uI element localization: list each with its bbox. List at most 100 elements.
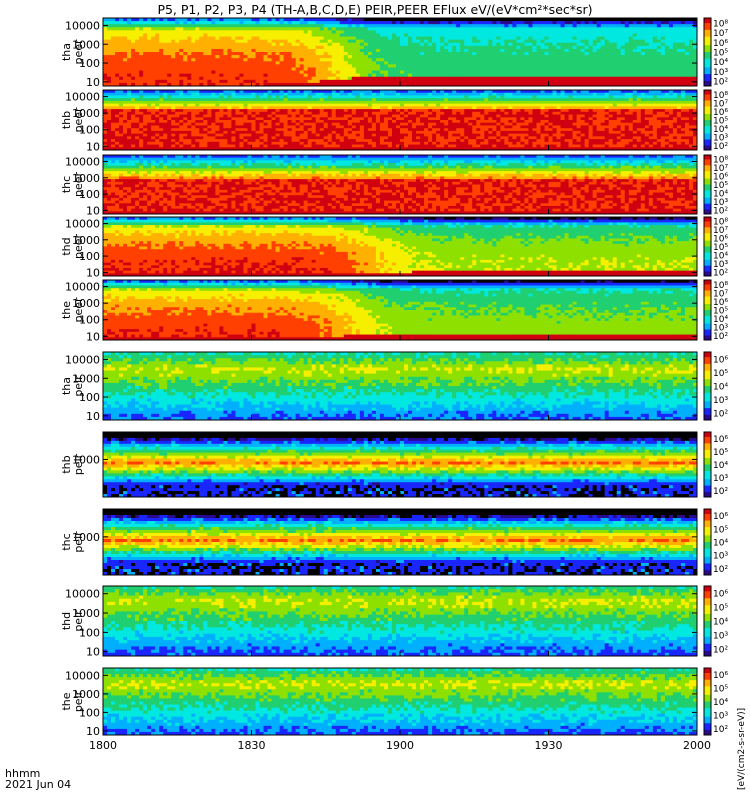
heatmap-cell bbox=[613, 77, 617, 80]
heatmap-cell bbox=[115, 98, 119, 101]
heatmap-cell bbox=[155, 64, 159, 67]
heatmap-cell bbox=[316, 123, 320, 126]
heatmap-cell bbox=[312, 71, 316, 74]
heatmap-cell bbox=[412, 27, 416, 30]
heatmap-cell bbox=[195, 77, 199, 80]
heatmap-cell bbox=[557, 67, 561, 70]
heatmap-cell bbox=[508, 64, 512, 67]
heatmap-cell bbox=[320, 117, 324, 120]
heatmap-cell bbox=[115, 21, 119, 24]
heatmap-cell bbox=[155, 80, 159, 83]
heatmap-cell bbox=[376, 136, 380, 139]
heatmap-cell bbox=[376, 71, 380, 74]
heatmap-cell bbox=[340, 120, 344, 123]
heatmap-cell bbox=[239, 77, 243, 80]
heatmap-cell bbox=[376, 52, 380, 55]
heatmap-cell bbox=[549, 33, 553, 36]
heatmap-cell bbox=[340, 67, 344, 70]
heatmap-cell bbox=[557, 58, 561, 61]
heatmap-cell bbox=[412, 21, 416, 24]
heatmap-cell bbox=[625, 40, 629, 43]
heatmap-cell bbox=[549, 77, 553, 80]
heatmap-cell bbox=[412, 61, 416, 64]
heatmap-cell bbox=[107, 93, 111, 96]
heatmap-cell bbox=[320, 18, 324, 21]
heatmap-cell bbox=[524, 30, 528, 33]
heatmap-cell bbox=[448, 77, 452, 80]
heatmap-cell bbox=[316, 125, 320, 128]
heatmap-cell bbox=[416, 30, 420, 33]
heatmap-cell bbox=[243, 80, 247, 83]
heatmap-cell bbox=[340, 30, 344, 33]
heatmap-cell bbox=[151, 106, 155, 109]
heatmap-cell bbox=[243, 40, 247, 43]
heatmap-cell bbox=[685, 18, 689, 21]
heatmap-cell bbox=[512, 61, 516, 64]
heatmap-cell bbox=[183, 123, 187, 126]
heatmap-cell bbox=[380, 128, 384, 131]
heatmap-cell bbox=[665, 80, 669, 83]
heatmap-cell bbox=[428, 64, 432, 67]
heatmap-cell bbox=[183, 55, 187, 58]
heatmap-cell bbox=[312, 40, 316, 43]
heatmap-cell bbox=[247, 115, 251, 118]
heatmap-cell bbox=[159, 128, 163, 131]
heatmap-cell bbox=[492, 24, 496, 27]
heatmap-cell bbox=[107, 139, 111, 142]
heatmap-cell bbox=[677, 74, 681, 77]
heatmap-cell bbox=[340, 123, 344, 126]
heatmap-cell bbox=[139, 93, 143, 96]
heatmap-cell bbox=[669, 21, 673, 24]
heatmap-cell bbox=[119, 125, 123, 128]
heatmap-cell bbox=[296, 52, 300, 55]
heatmap-cell bbox=[328, 128, 332, 131]
heatmap-cell bbox=[304, 115, 308, 118]
heatmap-cell bbox=[380, 117, 384, 120]
colorbar-tick-label: 10⁶ bbox=[713, 39, 728, 49]
heatmap-cell bbox=[115, 33, 119, 36]
heatmap-cell bbox=[316, 131, 320, 134]
heatmap-cell bbox=[264, 49, 268, 52]
heatmap-cell bbox=[135, 61, 139, 64]
heatmap-cell bbox=[139, 139, 143, 142]
heatmap-cell bbox=[304, 125, 308, 128]
heatmap-cell bbox=[163, 64, 167, 67]
heatmap-cell bbox=[280, 77, 284, 80]
heatmap-cell bbox=[215, 95, 219, 98]
heatmap-cell bbox=[111, 106, 115, 109]
heatmap-cell bbox=[147, 49, 151, 52]
heatmap-cell bbox=[593, 27, 597, 30]
heatmap-cell bbox=[633, 71, 637, 74]
heatmap-cell bbox=[460, 37, 464, 40]
heatmap-cell bbox=[380, 61, 384, 64]
heatmap-cell bbox=[625, 58, 629, 61]
heatmap-cell bbox=[139, 67, 143, 70]
heatmap-cell bbox=[352, 18, 356, 21]
heatmap-cell bbox=[468, 37, 472, 40]
heatmap-cell bbox=[340, 40, 344, 43]
heatmap-cell bbox=[328, 115, 332, 118]
heatmap-cell bbox=[597, 30, 601, 33]
heatmap-cell bbox=[107, 117, 111, 120]
heatmap-cell bbox=[211, 18, 215, 21]
heatmap-cell bbox=[304, 74, 308, 77]
heatmap-cell bbox=[171, 43, 175, 46]
heatmap-cell bbox=[681, 37, 685, 40]
heatmap-cell bbox=[159, 77, 163, 80]
heatmap-cell bbox=[119, 58, 123, 61]
heatmap-cell bbox=[219, 43, 223, 46]
heatmap-cell bbox=[480, 33, 484, 36]
heatmap-cell bbox=[669, 18, 673, 21]
heatmap-cell bbox=[175, 131, 179, 134]
heatmap-cell bbox=[143, 80, 147, 83]
heatmap-cell bbox=[553, 55, 557, 58]
heatmap-cell bbox=[336, 30, 340, 33]
heatmap-cell bbox=[516, 52, 520, 55]
heatmap-cell bbox=[151, 77, 155, 80]
heatmap-cell bbox=[159, 49, 163, 52]
heatmap-cell bbox=[199, 142, 203, 145]
heatmap-cell bbox=[163, 142, 167, 145]
heatmap-cell bbox=[617, 37, 621, 40]
heatmap-cell bbox=[199, 115, 203, 118]
heatmap-cell bbox=[243, 120, 247, 123]
